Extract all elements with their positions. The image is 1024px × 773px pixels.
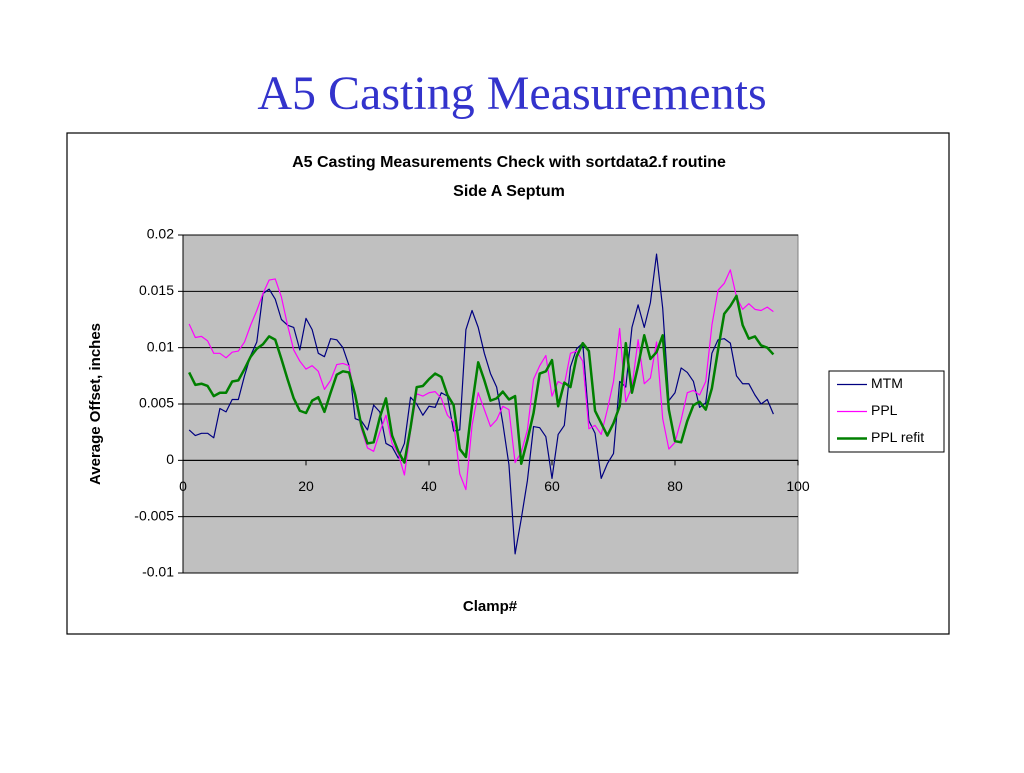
y-tick-label: 0.005 — [139, 395, 174, 411]
y-tick-label: -0.01 — [142, 564, 174, 580]
legend-label: PPL — [871, 402, 898, 418]
x-tick-label: 20 — [298, 478, 314, 494]
y-tick-label: 0 — [166, 451, 174, 467]
series-line — [188, 294, 775, 465]
y-axis-label: Average Offset, inches — [87, 323, 104, 485]
series-line — [188, 253, 774, 555]
x-tick-label: 100 — [786, 478, 810, 494]
series-line — [188, 269, 774, 491]
y-tick-label: 0.01 — [147, 338, 174, 354]
x-tick-label: 0 — [179, 478, 187, 494]
y-tick-label: -0.005 — [134, 507, 174, 523]
slide-title: A5 Casting Measurements — [257, 67, 766, 120]
x-tick-label: 40 — [421, 478, 437, 494]
legend-label: PPL refit — [871, 429, 924, 445]
x-axis-label: Clamp# — [463, 598, 518, 615]
chart-subtitle: Side A Septum — [453, 183, 565, 200]
x-tick-label: 80 — [667, 478, 683, 494]
legend-label: MTM — [871, 375, 903, 391]
chart-title: A5 Casting Measurements Check with sortd… — [292, 154, 726, 171]
y-tick-label: 0.015 — [139, 282, 174, 298]
y-tick-label: 0.02 — [147, 226, 174, 242]
x-tick-label: 60 — [544, 478, 560, 494]
